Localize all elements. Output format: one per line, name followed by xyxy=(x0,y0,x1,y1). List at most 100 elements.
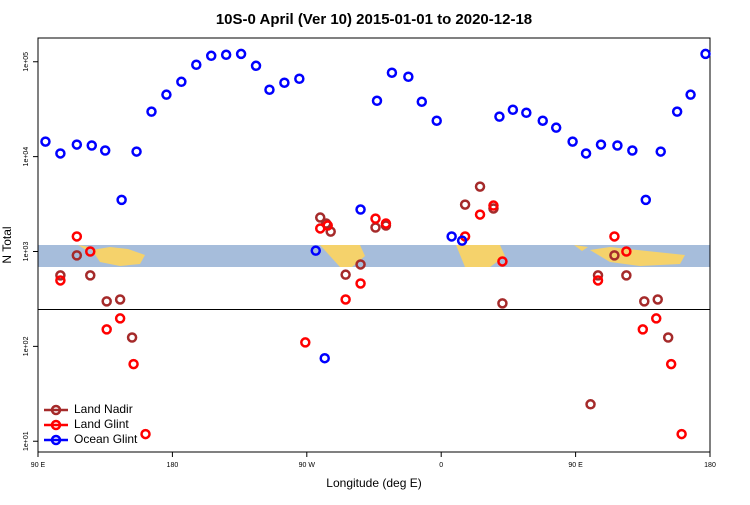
point xyxy=(380,218,392,229)
point xyxy=(639,296,650,307)
point xyxy=(294,73,305,85)
x-tick-label: 90 W xyxy=(299,462,316,469)
x-tick-label: 90 E xyxy=(568,462,583,469)
point xyxy=(700,48,711,60)
point xyxy=(567,136,578,147)
point xyxy=(621,246,632,257)
point xyxy=(71,231,83,242)
point xyxy=(85,270,96,281)
legend-marker xyxy=(50,404,62,416)
point xyxy=(114,313,126,324)
point xyxy=(650,313,662,324)
point xyxy=(685,89,696,100)
point xyxy=(446,231,457,242)
point xyxy=(507,104,519,115)
point xyxy=(662,332,674,343)
point xyxy=(676,428,687,440)
point xyxy=(101,324,112,335)
point xyxy=(191,59,202,70)
point xyxy=(340,269,351,280)
point xyxy=(116,194,127,206)
chart-title: 10S-0 April (Ver 10) 2015-01-01 to 2020-… xyxy=(216,11,532,28)
point xyxy=(99,145,111,156)
point xyxy=(279,77,290,88)
point xyxy=(300,337,311,348)
point xyxy=(595,139,607,150)
point xyxy=(146,106,157,117)
y-tick-label: 1e+05 xyxy=(23,52,30,72)
point xyxy=(474,181,486,192)
point xyxy=(126,332,138,343)
legend-label: Land Glint xyxy=(74,417,129,431)
point xyxy=(322,220,333,231)
point xyxy=(205,50,217,62)
point xyxy=(114,294,126,305)
point xyxy=(55,275,66,286)
legend-label: Land Nadir xyxy=(74,402,133,416)
point xyxy=(497,256,508,267)
point xyxy=(585,399,596,410)
point xyxy=(640,194,652,206)
point xyxy=(671,106,683,117)
point xyxy=(319,352,330,364)
point xyxy=(612,140,623,151)
point xyxy=(101,296,112,307)
point xyxy=(340,294,351,305)
point xyxy=(488,200,499,211)
point xyxy=(403,71,414,82)
y-tick-label: 1e+02 xyxy=(23,336,30,356)
point xyxy=(431,115,442,126)
point xyxy=(580,148,592,159)
point xyxy=(474,209,486,220)
point xyxy=(161,89,172,100)
point xyxy=(264,84,275,95)
point xyxy=(371,95,383,107)
point xyxy=(592,275,604,286)
y-tick-label: 1e+01 xyxy=(23,431,30,451)
point xyxy=(386,67,398,78)
point xyxy=(71,250,83,261)
y-axis-label: N Total xyxy=(0,226,14,263)
legend-marker xyxy=(50,434,62,446)
point xyxy=(250,60,262,72)
point xyxy=(459,199,471,210)
point xyxy=(355,278,366,289)
point xyxy=(627,145,638,156)
point xyxy=(128,358,139,370)
point xyxy=(550,122,562,133)
legend-marker xyxy=(50,419,62,431)
x-axis-label: Longitude (deg E) xyxy=(326,476,421,490)
point xyxy=(131,146,142,157)
point xyxy=(655,146,666,157)
point xyxy=(55,270,66,281)
point xyxy=(370,213,381,224)
point xyxy=(609,231,620,242)
point xyxy=(665,358,677,370)
point xyxy=(456,235,468,246)
point xyxy=(497,298,508,309)
legend-label: Ocean Glint xyxy=(74,432,138,446)
point xyxy=(176,76,187,88)
x-tick-label: 180 xyxy=(704,462,716,469)
point xyxy=(609,250,620,261)
x-tick-label: 0 xyxy=(439,462,443,469)
point xyxy=(314,212,326,223)
point xyxy=(537,115,548,126)
point xyxy=(85,246,96,257)
map-strip xyxy=(38,245,710,267)
point xyxy=(355,204,366,215)
plot-frame xyxy=(37,37,711,453)
point xyxy=(55,148,66,159)
point xyxy=(416,96,428,107)
point xyxy=(40,136,51,147)
point xyxy=(71,139,83,150)
point xyxy=(370,222,381,233)
point xyxy=(652,294,663,305)
point xyxy=(220,49,232,61)
point xyxy=(637,324,649,335)
point xyxy=(621,270,632,281)
point xyxy=(355,259,366,270)
point xyxy=(86,140,98,151)
y-tick-label: 1e+03 xyxy=(23,242,30,262)
